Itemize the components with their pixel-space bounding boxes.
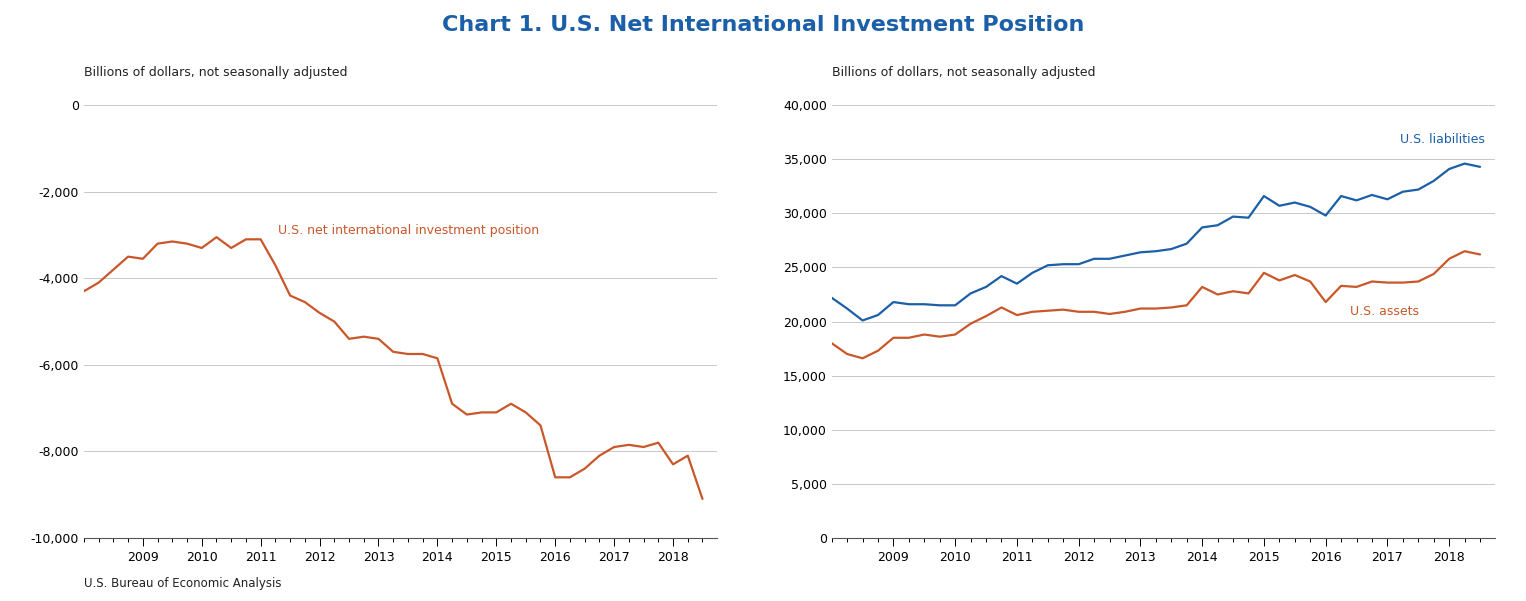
Text: Billions of dollars, not seasonally adjusted: Billions of dollars, not seasonally adju… <box>84 66 348 79</box>
Text: U.S. assets: U.S. assets <box>1351 305 1419 319</box>
Text: Chart 1. U.S. Net International Investment Position: Chart 1. U.S. Net International Investme… <box>443 15 1083 35</box>
Text: Billions of dollars, not seasonally adjusted: Billions of dollars, not seasonally adju… <box>832 66 1096 79</box>
Text: U.S. Bureau of Economic Analysis: U.S. Bureau of Economic Analysis <box>84 577 281 590</box>
Text: U.S. liabilities: U.S. liabilities <box>1399 133 1485 146</box>
Text: U.S. net international investment position: U.S. net international investment positi… <box>278 224 540 237</box>
